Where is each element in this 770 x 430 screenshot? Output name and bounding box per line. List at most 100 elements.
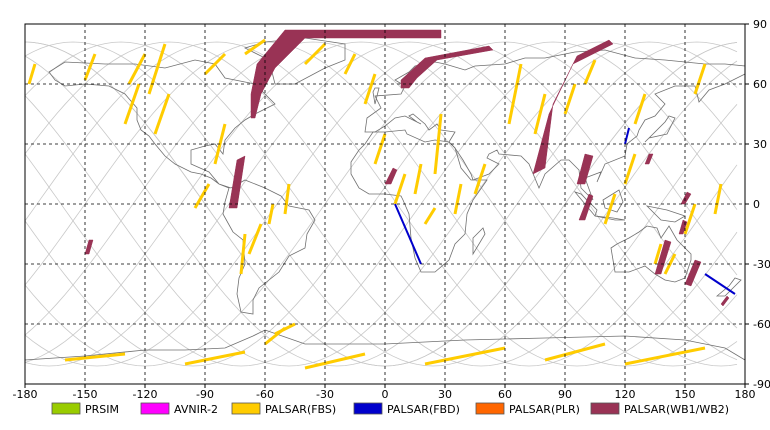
swath-fbd [704, 273, 736, 295]
legend-label: PALSAR(PLR) [509, 403, 580, 416]
coastline [715, 277, 742, 297]
swath-fbs [693, 63, 707, 95]
swath-fbs [304, 352, 366, 370]
orbit-track [24, 41, 738, 367]
coastline [350, 129, 488, 273]
swath-fbs [64, 352, 126, 362]
swath-wb [400, 45, 494, 89]
swath-wb [680, 191, 692, 205]
swath-fbs [244, 38, 266, 56]
x-tick-label: -150 [73, 388, 98, 401]
swath-wb [532, 39, 614, 175]
coastline [372, 87, 380, 105]
swath-wb [720, 295, 730, 307]
coastline [472, 227, 486, 256]
plot-area [24, 24, 746, 385]
legend-swatch [590, 402, 620, 415]
coastline [364, 49, 746, 201]
swath-fbs [413, 163, 423, 195]
x-tick-label: -120 [133, 388, 158, 401]
swath-wb [578, 193, 594, 221]
swath-fbs [267, 203, 275, 225]
legend-swatch [51, 402, 81, 415]
swath-fbs [453, 183, 463, 215]
swath-fbs [203, 52, 227, 76]
x-tick-label: 120 [615, 388, 636, 401]
coastline [602, 189, 624, 213]
swath-fbs [27, 63, 37, 85]
y-tick-label: -60 [753, 318, 770, 331]
legend: PRSIM AVNIR-2 PALSAR(FBS) PALSAR(FBD) PALSAR… [51, 402, 729, 416]
swath-fbs [283, 183, 291, 215]
swath-fbs [363, 73, 377, 105]
legend-label: PRSIM [85, 403, 119, 416]
y-tick-label: -90 [753, 378, 770, 391]
y-tick-label: 0 [753, 198, 760, 211]
legend-label: AVNIR-2 [174, 403, 218, 416]
swath-fbs [623, 153, 637, 185]
x-tick-label: 0 [382, 388, 389, 401]
swath-fbs [239, 233, 247, 275]
swath-fbs [433, 113, 443, 175]
swath-wb [384, 167, 398, 185]
swath-wb [228, 155, 246, 209]
x-tick-label: -30 [316, 388, 334, 401]
y-tick-label: 60 [753, 78, 767, 91]
x-tick-label: 180 [735, 388, 756, 401]
swath-fbs [147, 43, 167, 95]
swath-fbs [424, 346, 506, 366]
x-tick-label: -90 [196, 388, 214, 401]
x-tick-label: 60 [498, 388, 512, 401]
swath-fbs [624, 346, 706, 366]
coastline [610, 225, 692, 283]
swath-fbs [274, 322, 296, 336]
x-tick-label: 150 [675, 388, 696, 401]
y-axis-ticks: 90 60 30 0 -30 -60 -90 [745, 18, 770, 391]
swath-fbs [507, 63, 523, 125]
swath-fbs [184, 350, 246, 366]
x-tick-label: -60 [256, 388, 274, 401]
swath-fbs [633, 93, 647, 125]
swath-fbd [624, 127, 630, 145]
legend-swatch [475, 402, 505, 415]
swath-fbs [83, 53, 97, 81]
legend-label: PALSAR(FBD) [387, 403, 460, 416]
grid-lines [25, 24, 745, 384]
x-axis-ticks: -180 -150 -120 -90 -60 -30 0 30 60 90 120 150 180 [13, 384, 756, 401]
swath-fbs [303, 42, 327, 66]
swath-fbs [393, 173, 407, 205]
swath-fbs [563, 83, 577, 115]
swath-wb [576, 153, 594, 185]
swath-fbs [343, 53, 357, 75]
swath-wb [250, 29, 442, 119]
swath-fbs [423, 207, 437, 225]
swath-fbs [653, 243, 663, 265]
legend-swatch [231, 402, 261, 415]
swath-fbs [123, 83, 141, 125]
x-tick-label: 30 [438, 388, 452, 401]
swath-fbs [544, 342, 606, 362]
swath-fbs [193, 183, 211, 209]
swath-fbs [473, 163, 487, 195]
swath-fbs [153, 93, 171, 135]
legend-label: PALSAR(FBS) [265, 403, 336, 416]
coastline [644, 115, 676, 143]
observation-swaths [27, 29, 736, 370]
x-tick-label: -180 [13, 388, 38, 401]
swath-wb [654, 239, 672, 275]
swath-wb [684, 259, 702, 287]
swath-wb [84, 239, 94, 255]
y-tick-label: 30 [753, 138, 767, 151]
legend-swatch [140, 402, 170, 415]
swath-fbd [394, 203, 422, 265]
coastline [645, 205, 686, 223]
swath-fbs [127, 53, 147, 85]
swath-fbs [583, 59, 597, 85]
legend-label: PALSAR(WB1/WB2) [624, 403, 729, 416]
coastline [243, 37, 346, 85]
swath-fbs [603, 193, 617, 225]
swath-wb [644, 153, 654, 165]
y-tick-label: -30 [753, 258, 770, 271]
swath-fbs [373, 133, 387, 165]
